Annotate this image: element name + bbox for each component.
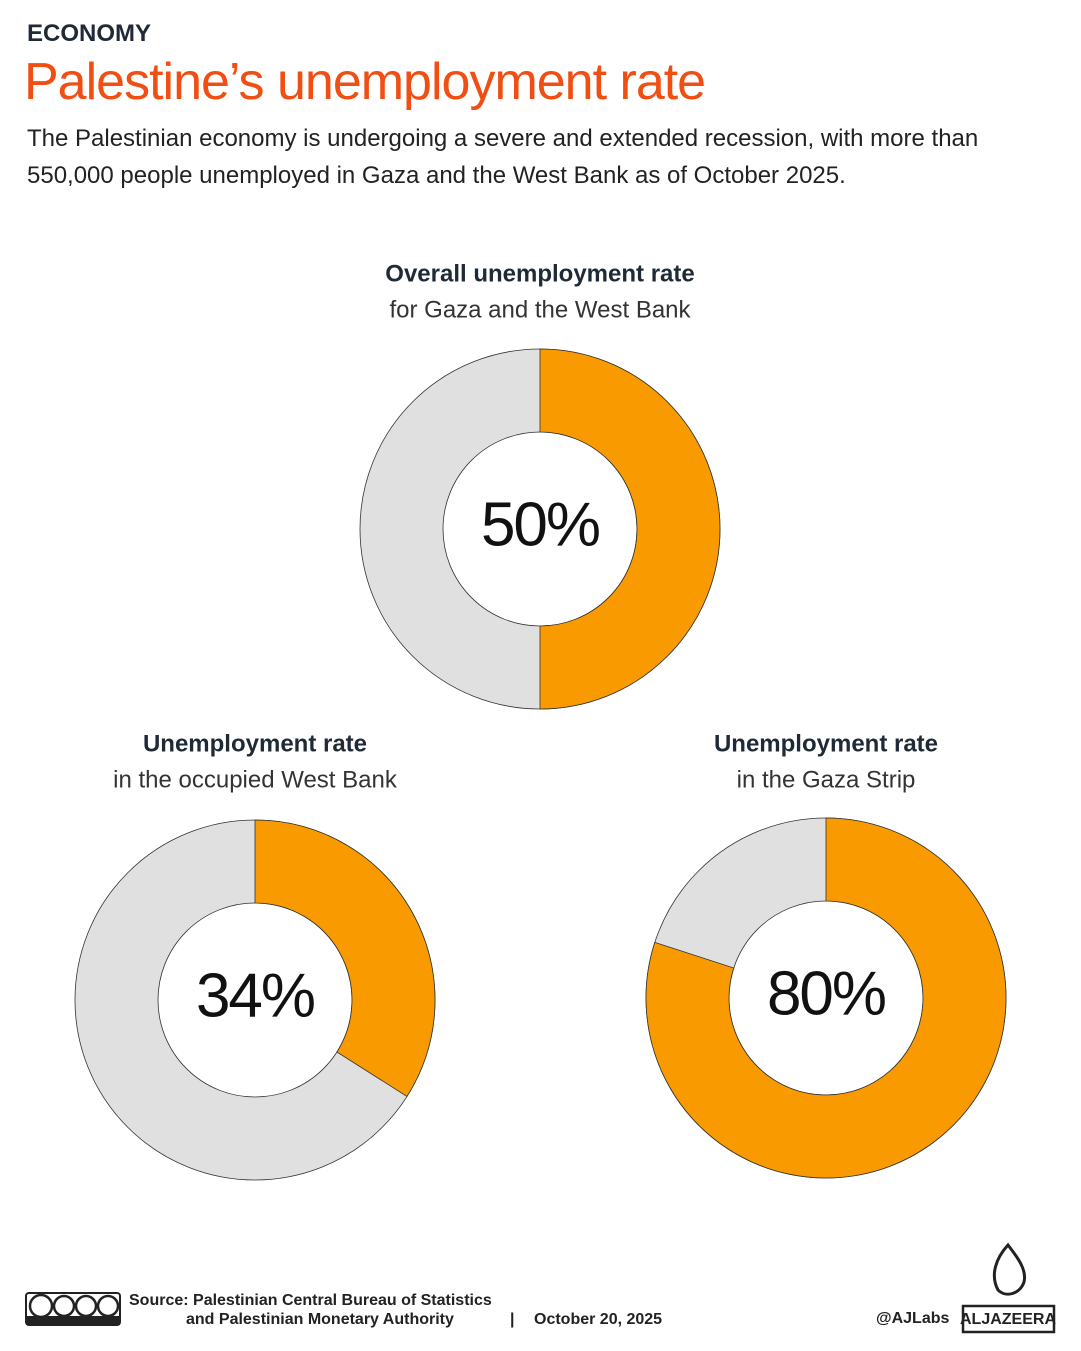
source-line: and Palestinian Monetary Authority <box>186 1311 454 1328</box>
kicker: ECONOMY <box>27 20 152 47</box>
chart-subtitle: in the occupied West Bank <box>113 766 398 793</box>
logo-mark <box>992 1242 1027 1296</box>
chart-title: Overall unemployment rate <box>385 260 694 287</box>
value-label: 34% <box>196 961 314 1030</box>
source-line: Source: Palestinian Central Bureau of St… <box>129 1292 492 1309</box>
donut-slice <box>645 817 1007 1179</box>
handle: @AJLabs <box>876 1310 950 1327</box>
chart-title: Unemployment rate <box>714 730 938 757</box>
donut-slice <box>254 819 436 1098</box>
chart-subtitle: for Gaza and the West Bank <box>389 296 691 323</box>
title: Palestine’s unemployment rate <box>24 53 706 111</box>
date: October 20, 2025 <box>534 1311 663 1328</box>
chart-title: Unemployment rate <box>143 730 367 757</box>
brand: ALJAZEERA <box>960 1311 1056 1328</box>
chart-subtitle: in the Gaza Strip <box>737 766 916 793</box>
value-label: 80% <box>767 959 885 1028</box>
separator: | <box>510 1311 515 1328</box>
subtitle: The Palestinian economy is undergoing a … <box>27 125 979 189</box>
cc-badge <box>25 1292 121 1326</box>
value-label: 50% <box>481 490 599 559</box>
donut-slice <box>539 348 721 710</box>
brand-box <box>961 1304 1056 1334</box>
